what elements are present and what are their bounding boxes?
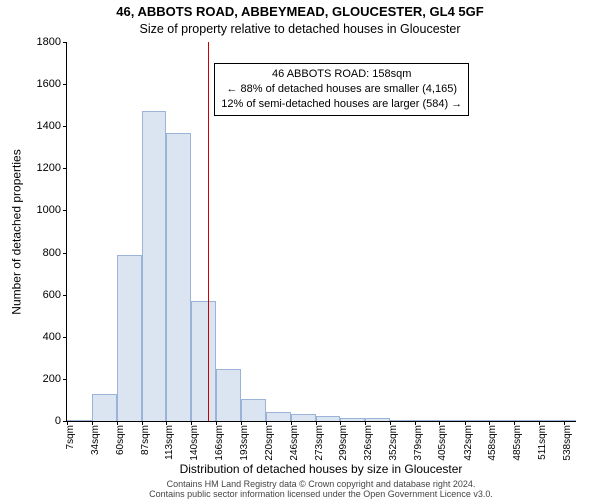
x-tick: 34sqm (90, 421, 101, 455)
x-tick: 511sqm (537, 421, 548, 460)
x-tick: 326sqm (363, 421, 374, 461)
x-axis-label: Distribution of detached houses by size … (66, 462, 576, 476)
chart-subtitle: Size of property relative to detached ho… (0, 22, 600, 36)
x-tick: 166sqm (214, 421, 225, 461)
y-tick: 800 (43, 247, 67, 259)
y-tick: 1400 (37, 120, 67, 132)
y-tick: 400 (43, 331, 67, 343)
x-tick: 60sqm (115, 421, 126, 455)
y-axis-label-wrap: Number of detached properties (10, 42, 24, 422)
histogram-bar (142, 111, 166, 421)
annotation-line1: 46 ABBOTS ROAD: 158sqm (221, 67, 462, 82)
annotation-box: 46 ABBOTS ROAD: 158sqm ← 88% of detached… (214, 63, 469, 116)
x-tick: 193sqm (239, 421, 250, 461)
y-tick: 1800 (37, 36, 67, 48)
annotation-line3: 12% of semi-detached houses are larger (… (221, 97, 462, 112)
chart-title: 46, ABBOTS ROAD, ABBEYMEAD, GLOUCESTER, … (0, 4, 600, 19)
x-tick: 246sqm (289, 421, 300, 461)
x-tick: 113sqm (164, 421, 175, 460)
footer-line2: Contains public sector information licen… (66, 489, 576, 499)
x-tick: 273sqm (314, 421, 325, 461)
x-tick: 220sqm (264, 421, 275, 461)
x-tick: 140sqm (189, 421, 200, 461)
histogram-bar (241, 399, 266, 421)
x-tick: 299sqm (338, 421, 349, 461)
x-tick: 87sqm (140, 421, 151, 455)
annotation-line2: ← 88% of detached houses are smaller (4,… (221, 82, 462, 97)
x-tick: 485sqm (512, 421, 523, 461)
footer-line1: Contains HM Land Registry data © Crown c… (66, 479, 576, 489)
chart-container: 46, ABBOTS ROAD, ABBEYMEAD, GLOUCESTER, … (0, 0, 600, 500)
y-tick: 1200 (37, 162, 67, 174)
y-axis-label: Number of detached properties (10, 149, 24, 314)
histogram-bar (191, 301, 215, 421)
x-tick: 405sqm (437, 421, 448, 461)
histogram-bar (92, 394, 116, 421)
x-tick: 538sqm (562, 421, 573, 461)
histogram-bar (216, 369, 241, 421)
x-tick: 352sqm (388, 421, 399, 461)
y-tick: 200 (43, 373, 67, 385)
histogram-bar (266, 412, 290, 421)
x-tick: 7sqm (65, 421, 76, 449)
x-tick: 432sqm (463, 421, 474, 461)
histogram-bar (291, 414, 316, 421)
y-tick: 1600 (37, 78, 67, 90)
histogram-bar (117, 255, 142, 421)
reference-line (208, 42, 209, 421)
x-tick: 379sqm (413, 421, 424, 461)
histogram-bar (166, 133, 191, 421)
y-tick: 1000 (37, 204, 67, 216)
y-tick: 600 (43, 289, 67, 301)
x-tick: 458sqm (487, 421, 498, 461)
plot-area: 46 ABBOTS ROAD: 158sqm ← 88% of detached… (66, 42, 576, 422)
